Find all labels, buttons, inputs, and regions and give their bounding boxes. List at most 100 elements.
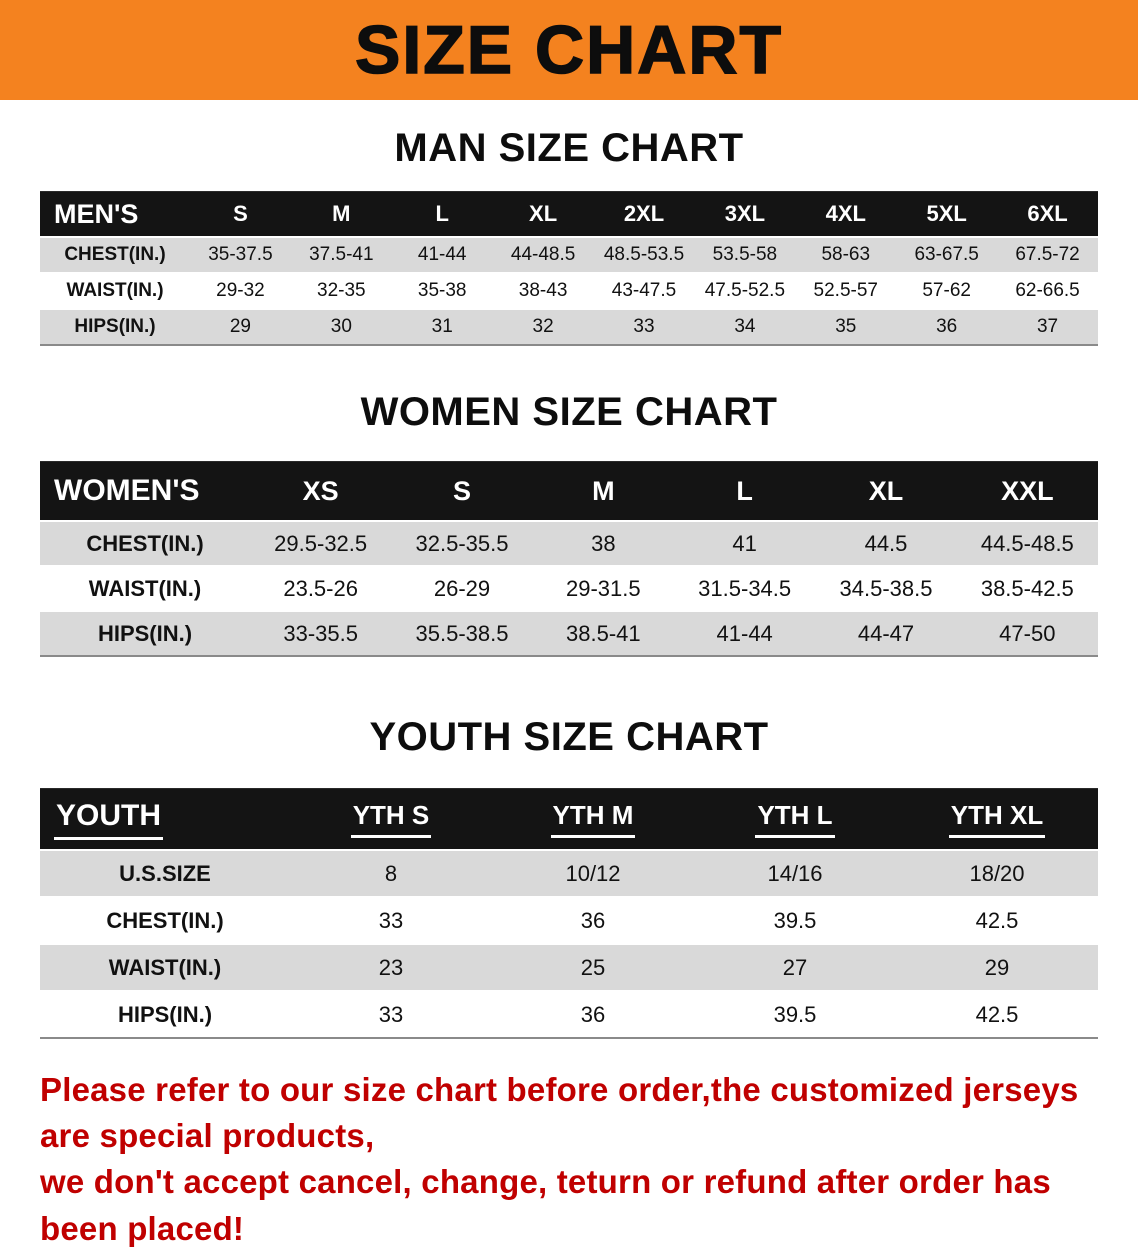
- data-cell: 62-66.5: [1015, 280, 1080, 301]
- youth-col-header: YTH L: [694, 800, 896, 838]
- data-cell: 33-35.5: [283, 620, 358, 646]
- youth-ussize-row: U.S.SIZE 8 10/12 14/16 18/20: [40, 849, 1098, 896]
- womens-waist-row: WAIST(IN.) 23.5-26 26-29 29-31.5 31.5-34…: [40, 565, 1098, 610]
- data-cell: 43-47.5: [611, 280, 677, 301]
- womens-col-header: XS: [302, 475, 339, 506]
- row-label: WAIST(IN.): [88, 575, 202, 601]
- womens-hips-row: HIPS(IN.) 33-35.5 35.5-38.5 38.5-41 41-4…: [40, 610, 1098, 655]
- row-label: HIPS(IN.): [97, 620, 193, 646]
- data-cell: 29: [229, 316, 251, 337]
- size-chart-banner: SIZE CHART: [0, 0, 1138, 100]
- data-cell: 23: [378, 954, 404, 980]
- data-cell: 41-44: [716, 620, 773, 646]
- mens-chest-row: CHEST(IN.) 35-37.5 37.5-41 41-44 44-48.5…: [40, 236, 1098, 272]
- mens-col-header: L: [435, 201, 449, 226]
- data-cell: 33: [378, 1001, 404, 1027]
- order-policy-notice: Please refer to our size chart before or…: [40, 1067, 1098, 1252]
- youth-col-header-text: YTH M: [550, 800, 636, 838]
- data-cell: 39.5: [773, 907, 817, 933]
- data-cell: 38.5-42.5: [980, 575, 1074, 601]
- data-cell: 36: [936, 316, 958, 337]
- mens-col-header: 4XL: [825, 201, 866, 226]
- row-label: CHEST(IN.): [106, 907, 224, 933]
- data-cell: 33: [378, 907, 404, 933]
- data-cell: 29-31.5: [566, 575, 641, 601]
- youth-size-table: YOUTH YTH S YTH M YTH L YTH XL U.S.SIZE …: [40, 788, 1098, 1039]
- youth-table-header-row: YOUTH YTH S YTH M YTH L YTH XL: [40, 789, 1098, 849]
- data-cell: 18/20: [969, 860, 1025, 886]
- womens-col-header: M: [592, 475, 615, 506]
- mens-col-header: 2XL: [623, 201, 665, 226]
- data-cell: 8: [384, 860, 398, 886]
- data-cell: 29: [984, 954, 1010, 980]
- data-cell: 31: [431, 316, 453, 337]
- youth-col-header-text: YTH S: [350, 800, 432, 838]
- data-cell: 44.5-48.5: [980, 530, 1074, 556]
- data-cell: 47-50: [999, 620, 1056, 646]
- youth-col-header: YTH S: [290, 800, 492, 838]
- notice-line-2: we don't accept cancel, change, teturn o…: [40, 1163, 1051, 1247]
- data-cell: 37: [1036, 316, 1059, 337]
- data-cell: 35-38: [417, 280, 467, 301]
- data-cell: 14/16: [767, 860, 823, 886]
- youth-col-header: YTH M: [492, 800, 694, 838]
- row-label: CHEST(IN.): [86, 530, 204, 556]
- data-cell: 31.5-34.5: [698, 575, 792, 601]
- mens-table-header-row: MEN'S S M L XL 2XL 3XL 4XL 5XL 6XL: [40, 192, 1098, 236]
- data-cell: 29.5-32.5: [274, 530, 368, 556]
- data-cell: 36: [580, 1001, 606, 1027]
- data-cell: 53.5-58: [712, 244, 778, 265]
- mens-col-header: S: [233, 201, 248, 226]
- banner-title: SIZE CHART: [354, 11, 783, 89]
- mens-col-header: 3XL: [724, 201, 766, 226]
- data-cell: 67.5-72: [1015, 244, 1080, 265]
- data-cell: 23.5-26: [283, 575, 358, 601]
- youth-table-title: YOUTH: [40, 799, 290, 840]
- data-cell: 37.5-41: [309, 244, 374, 265]
- data-cell: 38-43: [518, 280, 568, 301]
- mens-col-header: M: [332, 201, 351, 226]
- data-cell: 34.5-38.5: [839, 575, 933, 601]
- data-cell: 35-37.5: [208, 244, 273, 265]
- women-section-heading: WOMEN SIZE CHART: [360, 390, 778, 434]
- mens-col-header: 6XL: [1027, 201, 1068, 226]
- data-cell: 52.5-57: [813, 280, 878, 301]
- data-cell: 41-44: [417, 244, 467, 265]
- data-cell: 32-35: [317, 280, 366, 301]
- womens-table-title: WOMEN'S: [54, 474, 200, 507]
- data-cell: 42.5: [975, 1001, 1019, 1027]
- womens-col-header: XL: [868, 475, 904, 506]
- mens-col-header: 5XL: [926, 201, 967, 226]
- data-cell: 44.5: [864, 530, 908, 556]
- mens-size-table: MEN'S S M L XL 2XL 3XL 4XL 5XL 6XL CHEST…: [40, 191, 1098, 346]
- data-cell: 63-67.5: [914, 244, 979, 265]
- youth-table-title-text: YOUTH: [54, 799, 163, 840]
- youth-chest-row: CHEST(IN.) 33 36 39.5 42.5: [40, 896, 1098, 943]
- data-cell: 33: [633, 316, 655, 337]
- mens-col-header: XL: [529, 201, 558, 226]
- data-cell: 10/12: [565, 860, 621, 886]
- data-cell: 35: [835, 316, 857, 337]
- data-cell: 27: [782, 954, 808, 980]
- youth-section-heading: YOUTH SIZE CHART: [369, 715, 769, 759]
- womens-chest-row: CHEST(IN.) 29.5-32.5 32.5-35.5 38 41 44.…: [40, 520, 1098, 565]
- mens-hips-row: HIPS(IN.) 29 30 31 32 33 34 35 36 37: [40, 308, 1098, 344]
- data-cell: 41: [732, 530, 757, 556]
- row-label: WAIST(IN.): [66, 280, 164, 301]
- data-cell: 34: [734, 316, 756, 337]
- data-cell: 48.5-53.5: [603, 244, 685, 265]
- data-cell: 42.5: [975, 907, 1019, 933]
- youth-col-header: YTH XL: [896, 800, 1098, 838]
- mens-waist-row: WAIST(IN.) 29-32 32-35 35-38 38-43 43-47…: [40, 272, 1098, 308]
- data-cell: 44-47: [857, 620, 915, 646]
- data-cell: 38.5-41: [566, 620, 641, 646]
- data-cell: 39.5: [773, 1001, 817, 1027]
- womens-table-header-row: WOMEN'S XS S M L XL XXL: [40, 462, 1098, 520]
- notice-line-1: Please refer to our size chart before or…: [40, 1071, 1079, 1155]
- men-section-heading: MAN SIZE CHART: [394, 126, 744, 170]
- data-cell: 32.5-35.5: [415, 530, 509, 556]
- data-cell: 58-63: [821, 244, 871, 265]
- data-cell: 57-62: [922, 280, 971, 301]
- womens-col-header: S: [452, 475, 471, 506]
